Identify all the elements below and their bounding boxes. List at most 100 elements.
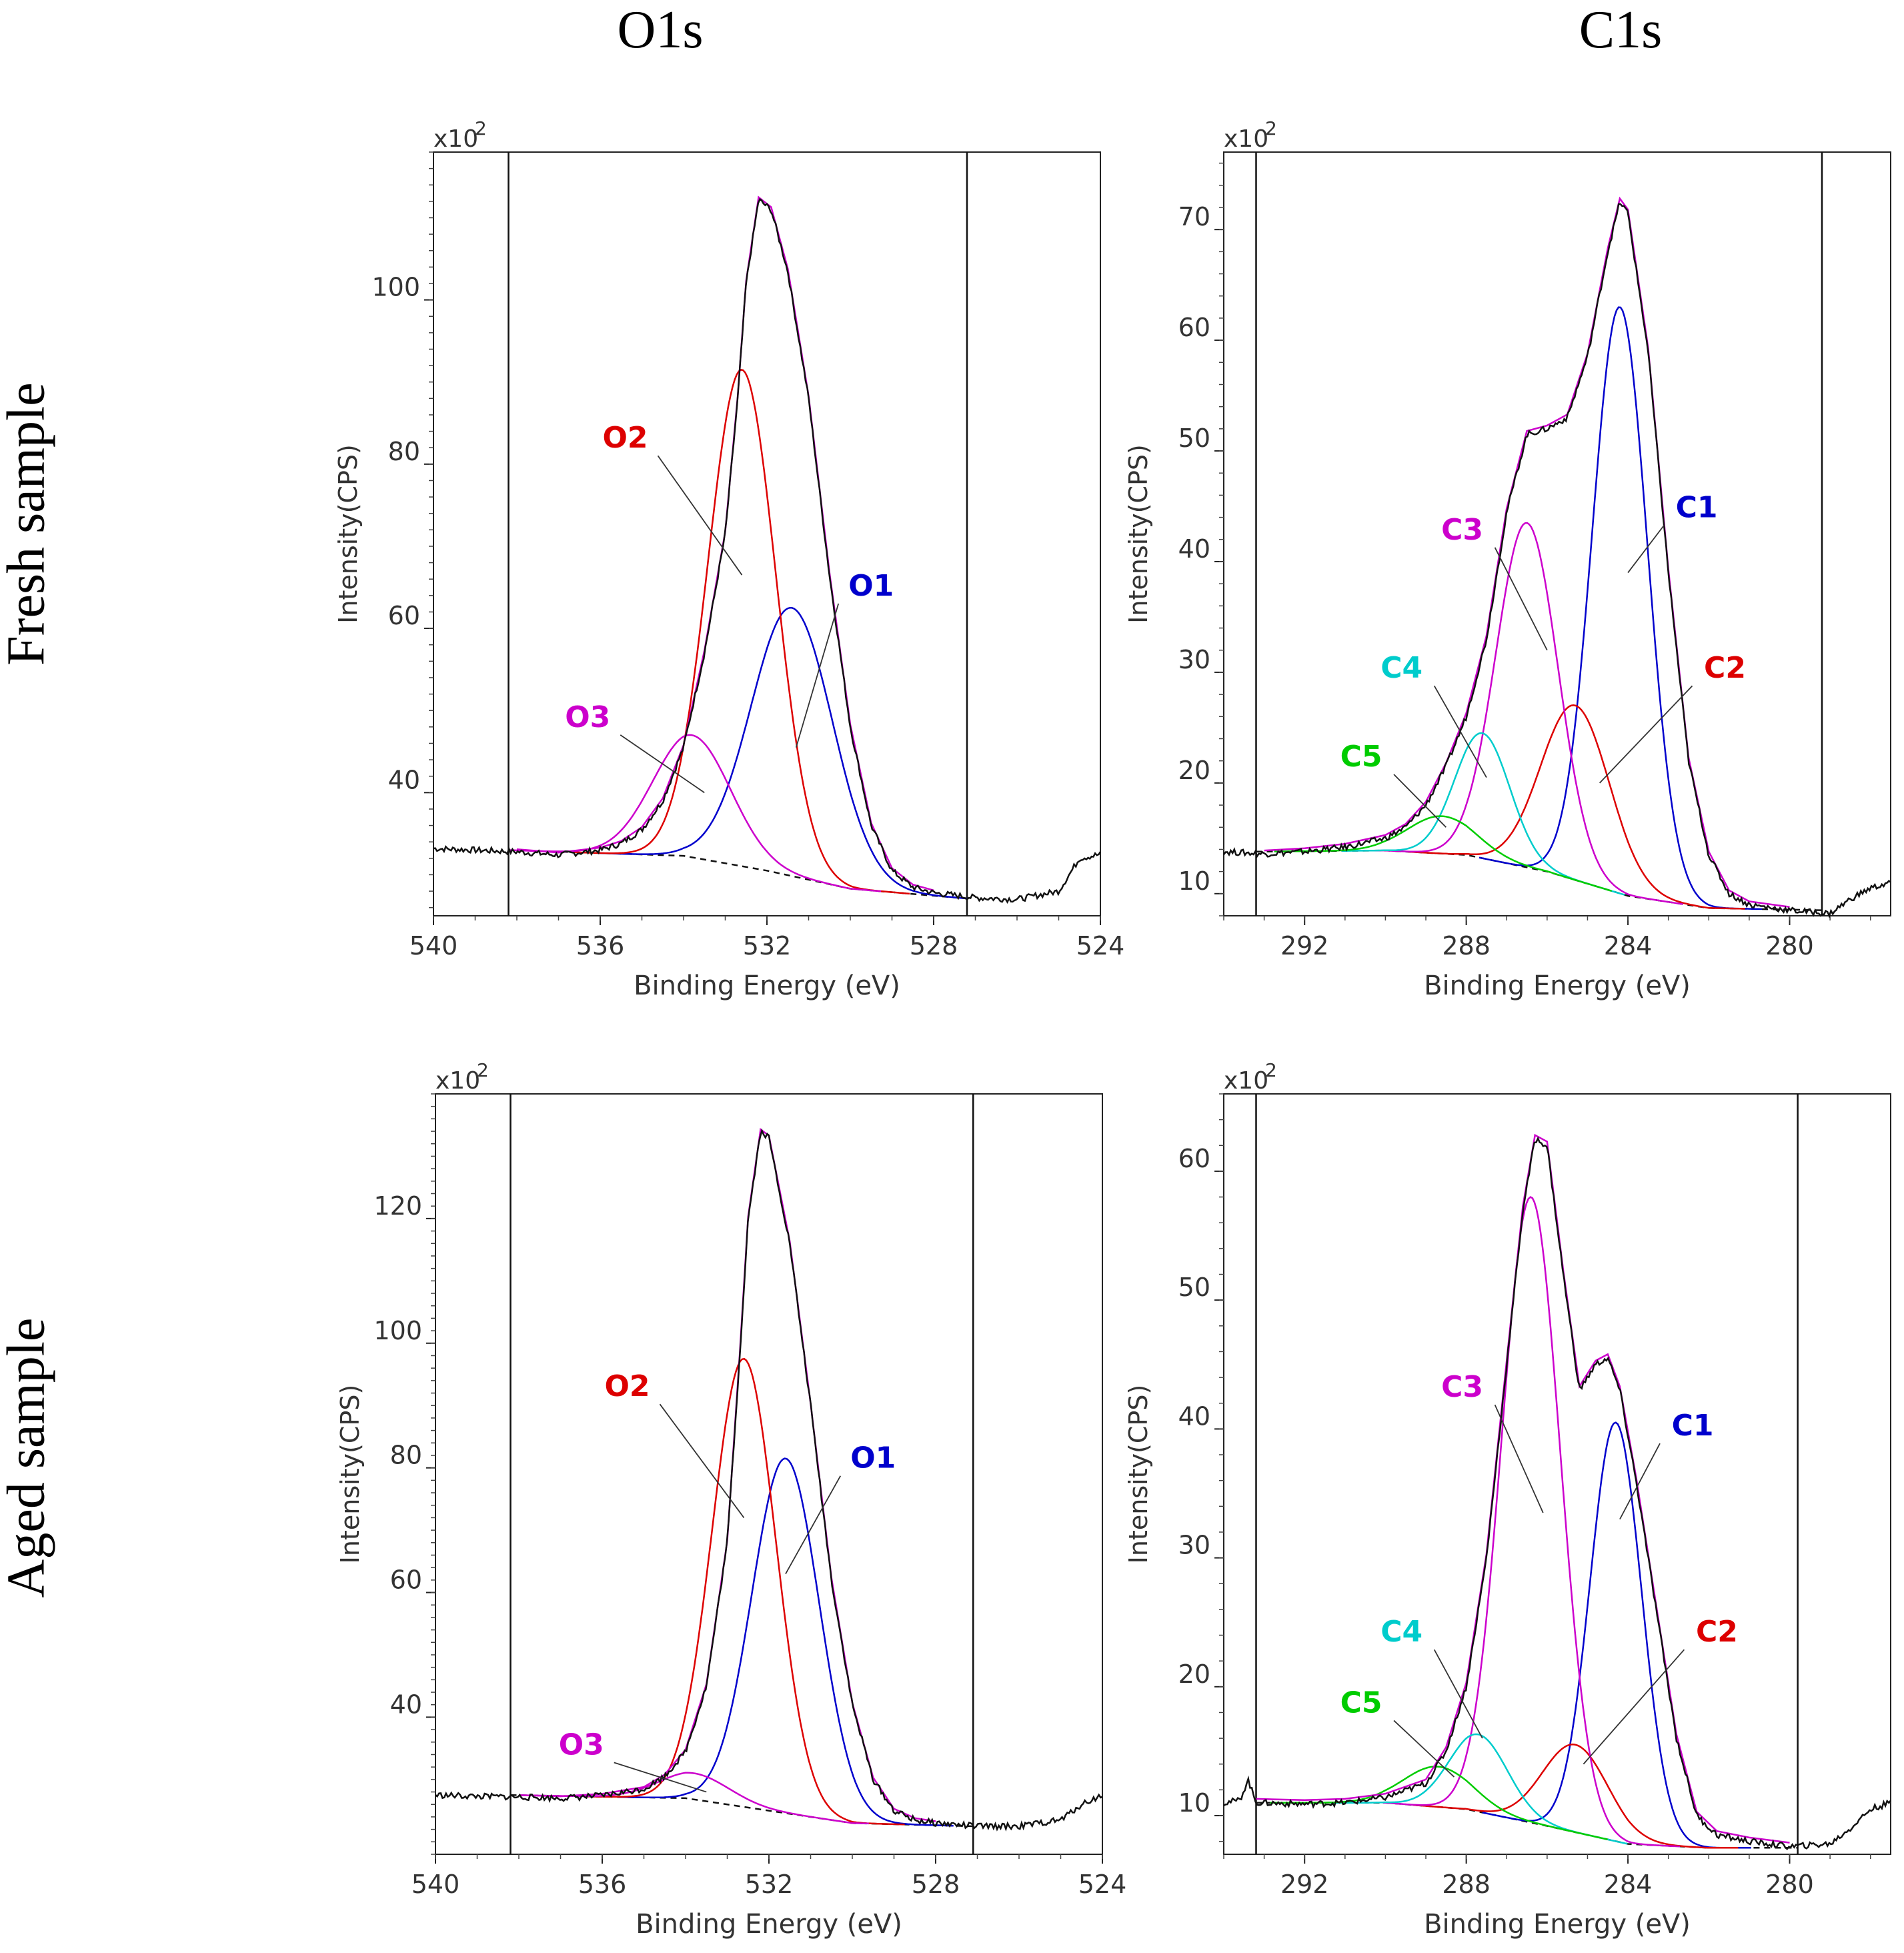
background-line bbox=[508, 849, 968, 900]
y-tick-label: 10 bbox=[1178, 1788, 1210, 1818]
x-tick-label: 528 bbox=[910, 931, 958, 960]
x-tick-label: 284 bbox=[1604, 931, 1653, 960]
y-tick-label: 60 bbox=[390, 1565, 422, 1595]
axis-multiplier-exponent: 2 bbox=[1265, 1059, 1277, 1081]
axis-multiplier: x10 bbox=[1224, 1067, 1268, 1095]
axis-multiplier-exponent: 2 bbox=[1265, 117, 1277, 139]
y-tick-label: 10 bbox=[1178, 866, 1210, 896]
peak-label-c3: C3 bbox=[1441, 513, 1483, 547]
x-tick-label: 280 bbox=[1765, 1870, 1814, 1899]
peak-label-o3: O3 bbox=[565, 700, 610, 734]
peak-leader-line bbox=[1619, 1443, 1661, 1520]
plot-frame bbox=[435, 1093, 1103, 1855]
x-tick-label: 292 bbox=[1280, 1870, 1329, 1899]
component-peak-o1 bbox=[596, 606, 968, 900]
peak-leader-line bbox=[620, 734, 705, 794]
peak-label-c5: C5 bbox=[1340, 740, 1382, 774]
x-axis-label: Binding Energy (eV) bbox=[634, 970, 900, 1001]
axis-multiplier-exponent: 2 bbox=[475, 117, 487, 139]
y-tick-label: 70 bbox=[1178, 202, 1210, 231]
component-peak-o2 bbox=[574, 368, 910, 895]
plot-frame bbox=[1223, 151, 1891, 916]
x-tick-label: 540 bbox=[411, 1870, 460, 1899]
y-tick-label: 30 bbox=[1178, 645, 1210, 674]
y-tick-label: 40 bbox=[1178, 534, 1210, 564]
y-tick-label: 100 bbox=[371, 273, 420, 302]
peak-label-c4: C4 bbox=[1380, 651, 1422, 685]
component-peak-o3 bbox=[520, 1772, 869, 1825]
y-tick-label: 40 bbox=[390, 1690, 422, 1719]
peak-leader-line bbox=[1627, 525, 1665, 574]
fit-envelope-line bbox=[1256, 1133, 1790, 1844]
component-peak-o2 bbox=[584, 1357, 905, 1826]
axis-multiplier-exponent: 2 bbox=[477, 1059, 489, 1081]
x-tick-label: 288 bbox=[1442, 931, 1491, 960]
peak-label-c2: C2 bbox=[1696, 1615, 1738, 1649]
component-peak-c4 bbox=[1330, 1733, 1628, 1845]
y-tick-label: 50 bbox=[1178, 1273, 1210, 1302]
x-tick-label: 536 bbox=[578, 1870, 627, 1899]
peak-label-c2: C2 bbox=[1704, 651, 1746, 685]
row-title-fresh: Fresh sample bbox=[0, 382, 56, 666]
x-tick-label: 280 bbox=[1765, 931, 1814, 960]
y-tick-label: 20 bbox=[1178, 756, 1210, 785]
y-tick-label: 60 bbox=[1178, 313, 1210, 342]
peak-label-o2: O2 bbox=[602, 421, 648, 455]
fit-envelope-line bbox=[1264, 196, 1790, 908]
peak-label-c1: C1 bbox=[1672, 1409, 1714, 1443]
axis-multiplier: x10 bbox=[1224, 125, 1268, 153]
y-tick-label: 60 bbox=[1178, 1144, 1210, 1173]
plot-frame bbox=[1223, 1093, 1891, 1855]
measured-spectrum-line bbox=[1223, 1136, 1892, 1850]
peak-leader-line bbox=[657, 455, 743, 576]
peak-leader-line bbox=[1494, 1404, 1544, 1513]
peak-leader-line bbox=[785, 1475, 842, 1574]
peak-leader-line bbox=[1393, 774, 1447, 828]
y-tick-label: 120 bbox=[373, 1191, 422, 1221]
x-tick-label: 292 bbox=[1280, 931, 1329, 960]
measured-spectrum-line bbox=[433, 197, 1102, 904]
component-peak-c3 bbox=[1371, 522, 1683, 905]
y-tick-label: 60 bbox=[388, 601, 420, 630]
y-tick-label: 80 bbox=[388, 437, 420, 466]
x-tick-label: 540 bbox=[409, 931, 458, 960]
measured-spectrum-line bbox=[1222, 203, 1891, 918]
background-line bbox=[1256, 849, 1823, 911]
x-tick-label: 532 bbox=[745, 1870, 794, 1899]
column-title-o1s: O1s bbox=[617, 1, 704, 59]
y-tick-label: 40 bbox=[388, 765, 420, 794]
peak-label-c1: C1 bbox=[1676, 491, 1718, 525]
peak-leader-line bbox=[1433, 1649, 1483, 1739]
peak-leader-line bbox=[614, 1762, 707, 1793]
peak-leader-line bbox=[1583, 1649, 1685, 1765]
plot-frame bbox=[433, 151, 1101, 916]
x-tick-label: 528 bbox=[912, 1870, 960, 1899]
peak-leader-line bbox=[1494, 547, 1548, 651]
peak-label-o3: O3 bbox=[559, 1728, 604, 1762]
component-peak-c2 bbox=[1412, 1744, 1739, 1849]
component-peak-c3 bbox=[1382, 1196, 1681, 1848]
peak-label-o1: O1 bbox=[848, 569, 894, 603]
peak-label-o1: O1 bbox=[850, 1441, 896, 1475]
y-tick-label: 50 bbox=[1178, 424, 1210, 453]
peak-leader-line bbox=[1599, 685, 1693, 784]
component-peak-o1 bbox=[618, 1457, 954, 1827]
y-tick-label: 30 bbox=[1178, 1531, 1210, 1560]
y-axis-label: Intensity(CPS) bbox=[335, 1385, 365, 1564]
y-axis-label: Intensity(CPS) bbox=[1124, 1385, 1153, 1564]
x-tick-label: 284 bbox=[1604, 1870, 1653, 1899]
axis-multiplier: x10 bbox=[435, 1067, 480, 1095]
component-peak-c5 bbox=[1270, 1766, 1608, 1840]
peak-leader-line bbox=[659, 1403, 745, 1518]
background-line bbox=[510, 1794, 974, 1828]
x-axis-label: Binding Energy (eV) bbox=[1424, 970, 1691, 1001]
x-tick-label: 524 bbox=[1078, 1870, 1127, 1899]
y-tick-label: 20 bbox=[1178, 1660, 1210, 1689]
peak-label-c5: C5 bbox=[1340, 1686, 1382, 1720]
background-line bbox=[1256, 1802, 1798, 1849]
y-tick-label: 40 bbox=[1178, 1401, 1210, 1431]
